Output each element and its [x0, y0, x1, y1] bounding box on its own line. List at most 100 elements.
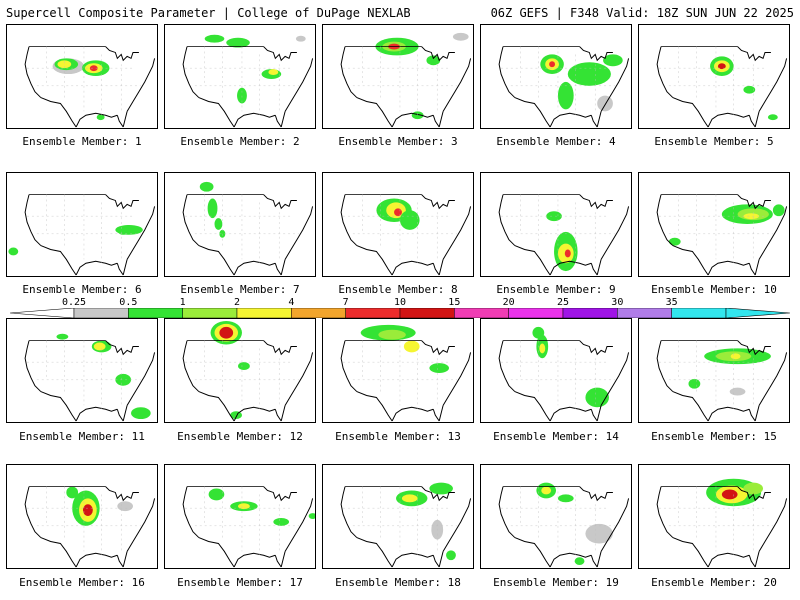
scp-contour	[549, 61, 556, 68]
colorbar-segment	[617, 308, 672, 318]
scp-contour	[96, 114, 105, 121]
member-map	[24, 486, 156, 568]
member-map	[340, 194, 472, 276]
scp-contour	[557, 494, 574, 503]
map-outline	[24, 46, 156, 128]
scp-contour	[118, 228, 129, 235]
member-map	[24, 333, 156, 422]
map-outline	[498, 340, 630, 422]
scp-contour	[399, 210, 420, 230]
member-map	[656, 194, 788, 276]
scp-contour	[585, 523, 613, 544]
scp-contour	[401, 494, 418, 503]
map-outline	[182, 486, 314, 568]
scp-contour	[57, 60, 72, 69]
scp-contour	[378, 329, 406, 340]
member-map	[498, 482, 630, 568]
scp-contour	[541, 486, 552, 495]
scp-contour	[688, 378, 701, 389]
member-map	[182, 181, 314, 276]
ensemble-panel	[6, 464, 158, 569]
map-outline	[340, 340, 472, 422]
member-map	[340, 482, 472, 568]
scp-contour	[8, 247, 19, 256]
scp-contour	[743, 482, 764, 495]
ensemble-panel	[638, 172, 790, 277]
scp-contour	[429, 482, 453, 495]
member-map	[8, 194, 156, 276]
scp-contour	[131, 407, 151, 420]
member-map	[656, 340, 788, 422]
colorbar-segment	[508, 308, 564, 318]
scp-contour	[564, 249, 571, 258]
colorbar-segment	[562, 308, 618, 318]
scp-contour	[89, 65, 98, 72]
scp-contour	[82, 504, 93, 517]
member-map	[656, 478, 788, 568]
scp-contour	[403, 340, 420, 353]
map-outline	[182, 340, 314, 422]
colorbar	[10, 308, 790, 318]
scp-contour	[199, 181, 214, 192]
scp-contour	[668, 237, 681, 246]
member-caption: Ensemble Member: 14	[493, 430, 619, 443]
ensemble-panel	[638, 464, 790, 569]
colorbar-segment	[182, 308, 238, 318]
member-map	[498, 326, 630, 422]
scp-contour	[597, 95, 613, 112]
ensemble-panel	[638, 24, 790, 129]
scp-contour	[452, 32, 469, 41]
scp-contour	[767, 114, 778, 121]
colorbar-tick-label: 2	[233, 297, 241, 308]
member-caption: Ensemble Member: 7	[180, 283, 300, 296]
member-map	[498, 46, 630, 128]
scp-contour	[539, 343, 546, 354]
scp-contour	[208, 488, 225, 501]
scp-contour	[56, 333, 69, 340]
map-outline	[182, 46, 314, 128]
member-caption: Ensemble Member: 5	[654, 135, 774, 148]
colorbar-tick-label: 15	[448, 297, 461, 308]
member-caption: Ensemble Member: 17	[177, 576, 303, 589]
member-map	[498, 194, 630, 276]
page-title: Supercell Composite Parameter | College …	[6, 6, 411, 20]
scp-contour	[226, 37, 250, 48]
member-map	[340, 324, 472, 422]
ensemble-panel	[322, 24, 474, 129]
scp-contour	[214, 218, 223, 230]
member-caption: Ensemble Member: 4	[496, 135, 616, 148]
scp-contour	[743, 213, 760, 220]
scp-contour	[772, 204, 785, 217]
scp-contour	[204, 34, 225, 43]
scp-contour	[717, 63, 726, 70]
ensemble-panel	[322, 464, 474, 569]
member-map	[182, 486, 315, 568]
member-map	[656, 46, 788, 128]
member-caption: Ensemble Member: 6	[22, 283, 142, 296]
member-caption: Ensemble Member: 8	[338, 283, 458, 296]
scp-contour	[446, 550, 456, 561]
ensemble-panel	[164, 318, 316, 423]
colorbar-segment	[671, 308, 727, 318]
ensemble-panel	[480, 24, 632, 129]
colorbar-tick-label: 1	[179, 297, 186, 308]
colorbar-left-arrow	[10, 308, 75, 318]
colorbar-tick-label: 30	[611, 297, 624, 308]
member-caption: Ensemble Member: 20	[651, 576, 777, 589]
scp-contour	[729, 387, 746, 396]
member-caption: Ensemble Member: 1	[22, 135, 142, 148]
map-outline	[340, 194, 472, 276]
member-caption: Ensemble Member: 2	[180, 135, 300, 148]
scp-contour	[730, 353, 741, 360]
ensemble-panel	[164, 172, 316, 277]
colorbar-segment	[73, 308, 129, 318]
ensemble-panel	[6, 318, 158, 423]
member-caption: Ensemble Member: 15	[651, 430, 777, 443]
scp-contour	[603, 54, 623, 67]
scp-contour	[557, 81, 574, 110]
scp-contour	[93, 342, 106, 351]
ensemble-panel	[322, 172, 474, 277]
map-outline	[24, 486, 156, 568]
member-caption: Ensemble Member: 16	[19, 576, 145, 589]
scp-contour	[66, 486, 79, 499]
